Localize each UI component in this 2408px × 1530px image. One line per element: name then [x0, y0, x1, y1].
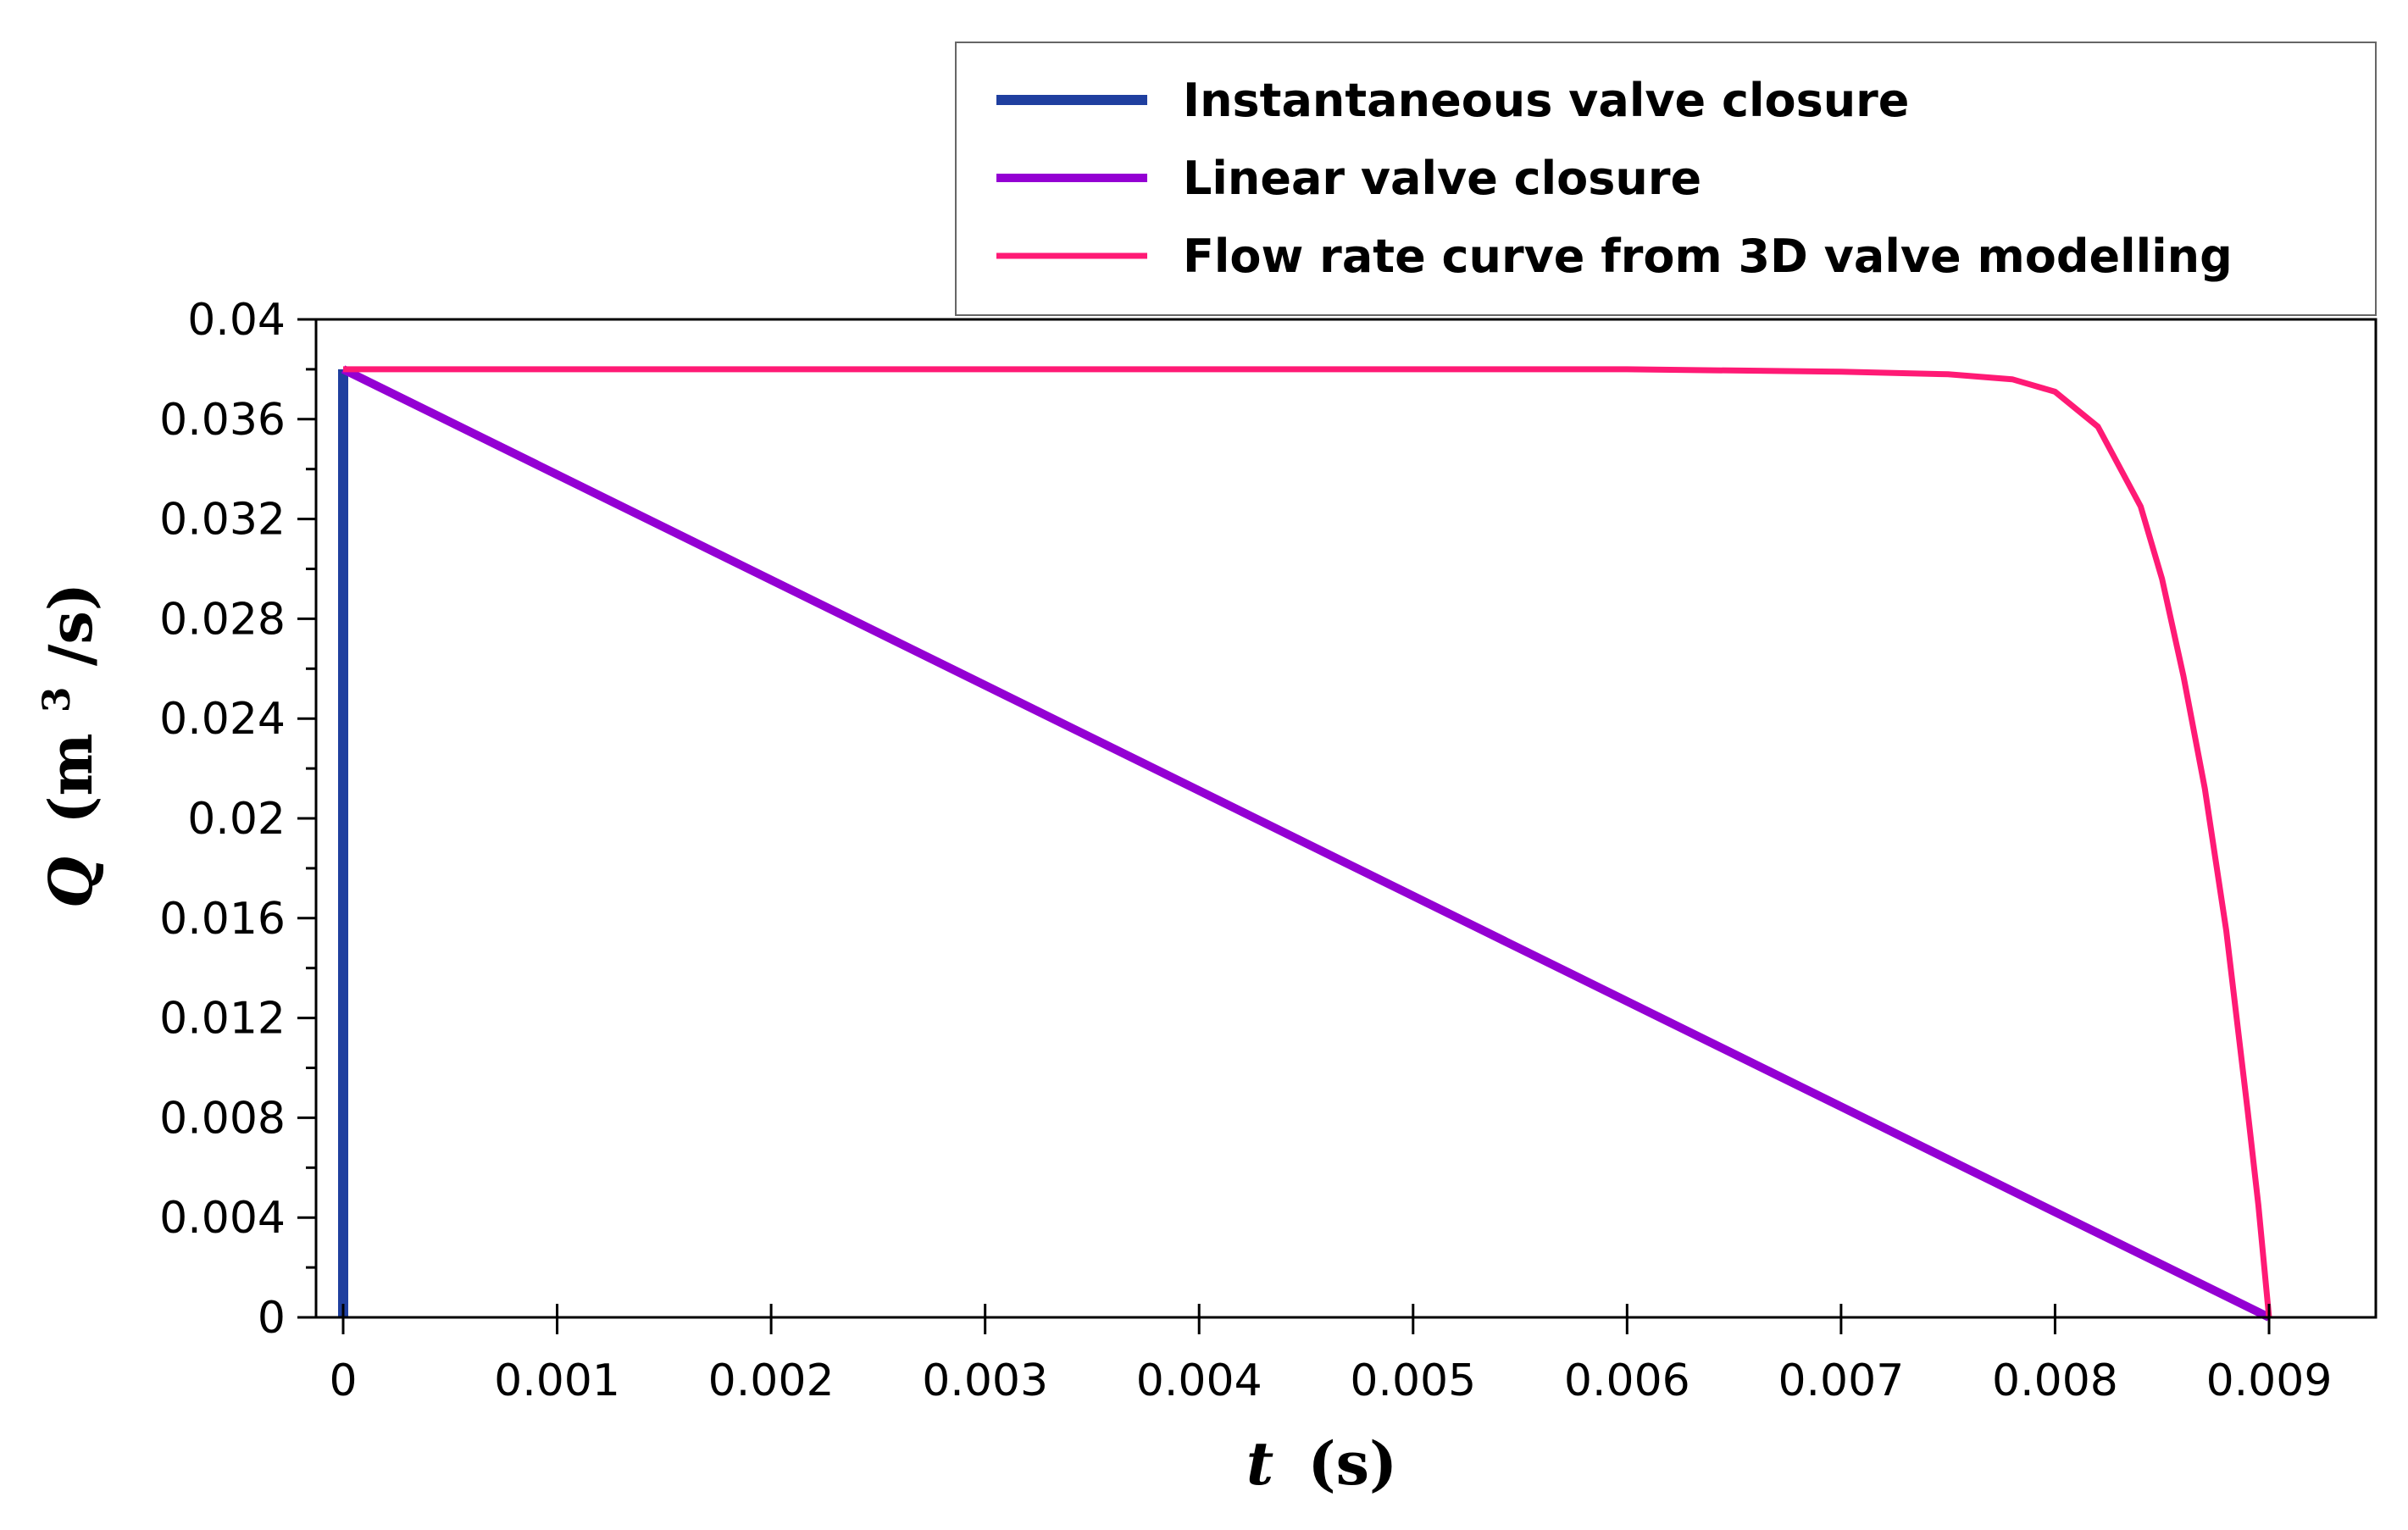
- x-tick-label-4: 0.004: [1136, 1355, 1262, 1406]
- x-tick-label-9: 0.009: [2206, 1355, 2333, 1406]
- plot-layer: [338, 365, 2272, 1322]
- x-tick-label-7: 0.007: [1778, 1355, 1904, 1406]
- legend-label-3: Flow rate curve from 3D valve modelling: [1183, 230, 2233, 283]
- axes-layer: 0 0.004 0.008 0.012 0.016 0.02 0.024 0.028 0.032…: [159, 295, 2377, 1406]
- x-tick-label-5: 0.005: [1350, 1355, 1476, 1406]
- series-line-2: [341, 365, 2272, 1322]
- y-tick-label-5: 0.02: [187, 794, 286, 845]
- x-tick-label-3: 0.003: [922, 1355, 1048, 1406]
- x-axis-title: t (s): [1246, 1428, 1397, 1499]
- y-tick-label-7: 0.028: [159, 594, 286, 645]
- y-tick-label-2: 0.008: [159, 1093, 286, 1144]
- series-line-3: [343, 366, 2272, 1318]
- legend: Instantaneous valve closure Linear valve …: [955, 42, 2377, 316]
- y-tick-label-4: 0.016: [159, 894, 286, 945]
- plot-frame: [314, 318, 2377, 1319]
- legend-label-2: Linear valve closure: [1183, 152, 1701, 205]
- legend-label-1: Instantaneous valve closure: [1183, 74, 1909, 127]
- y-tick-label-8: 0.032: [159, 495, 286, 546]
- x-tick-label-8: 0.008: [1992, 1355, 2118, 1406]
- x-tick-label-6: 0.006: [1564, 1355, 1690, 1406]
- y-tick-label-3: 0.012: [159, 994, 286, 1045]
- legend-box: [955, 42, 2377, 316]
- y-tick-label-9: 0.036: [159, 395, 286, 446]
- y-tick-label-0: 0: [258, 1293, 286, 1344]
- x-tick-label-1: 0.001: [494, 1355, 620, 1406]
- y-tick-label-6: 0.024: [159, 694, 286, 745]
- y-axis-title: Q (m 3 /s): [14, 583, 106, 908]
- y-tick-label-10: 0.04: [187, 295, 286, 346]
- x-tick-label-2: 0.002: [708, 1355, 835, 1406]
- y-tick-label-1: 0.004: [159, 1193, 286, 1244]
- x-tick-label-0: 0: [329, 1355, 357, 1406]
